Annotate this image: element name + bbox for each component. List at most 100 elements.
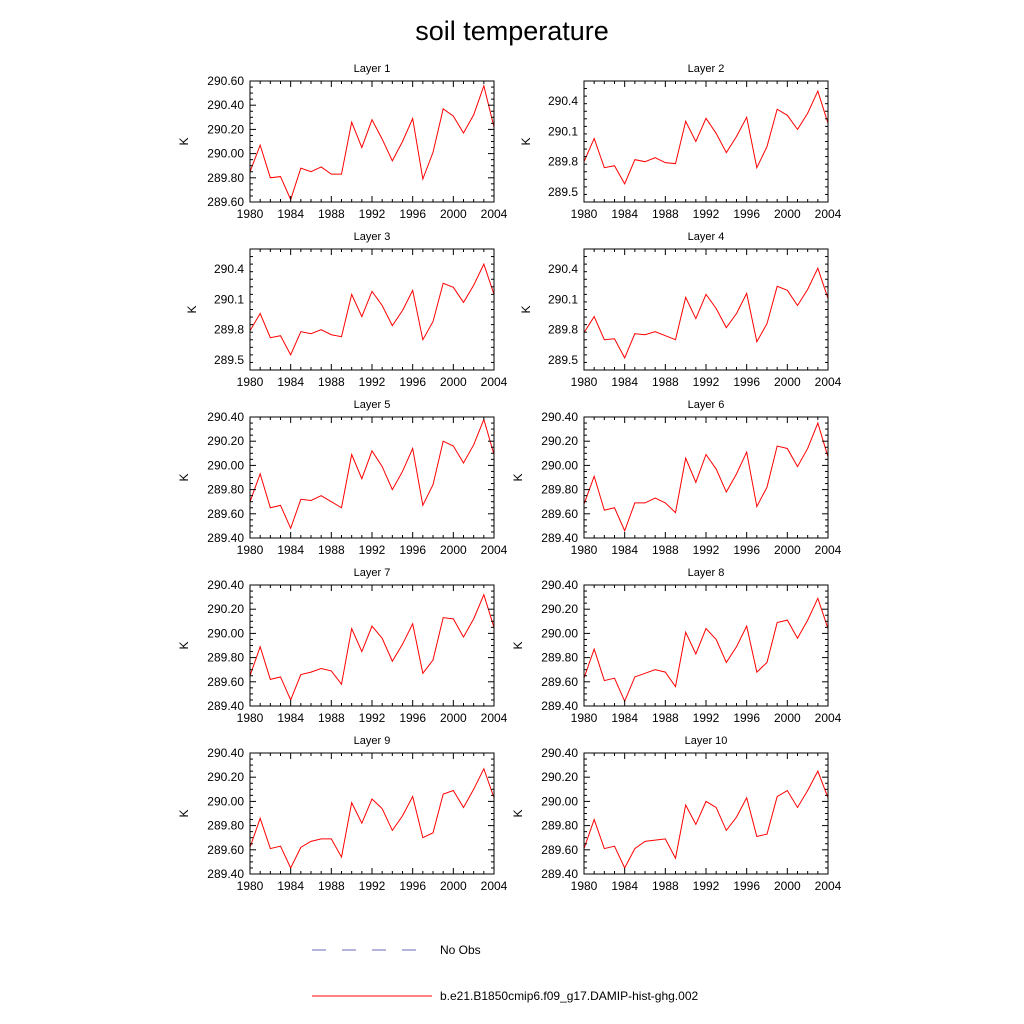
panel-title: Layer 6 [688, 399, 725, 411]
x-tick-label: 1988 [318, 711, 345, 725]
y-tick-label: 290.4 [548, 262, 578, 276]
panel-title: Layer 3 [354, 231, 391, 243]
series-line [250, 767, 494, 870]
y-tick-label: 289.60 [541, 675, 578, 689]
y-tick-label: 290.00 [207, 458, 244, 472]
x-tick-label: 1992 [359, 711, 386, 725]
x-tick-label: 2004 [815, 207, 842, 221]
y-tick-label: 290.40 [207, 578, 244, 592]
x-tick-label: 1980 [571, 879, 598, 893]
x-tick-label: 1984 [277, 375, 304, 389]
x-tick-label: 1984 [277, 879, 304, 893]
x-tick-label: 1980 [237, 543, 264, 557]
y-axis-label: K [519, 305, 533, 313]
x-tick-label: 2000 [774, 207, 801, 221]
y-tick-label: 290.00 [207, 794, 244, 808]
x-tick-label: 1984 [611, 207, 638, 221]
y-axis-label: K [511, 809, 525, 817]
panel-title: Layer 7 [354, 567, 391, 579]
x-tick-label: 1992 [359, 879, 386, 893]
panel-title: Layer 4 [688, 231, 725, 243]
y-axis-label: K [177, 641, 191, 649]
y-axis-label: K [177, 137, 191, 145]
series-line [584, 266, 828, 360]
y-tick-label: 290.40 [541, 578, 578, 592]
panel-layer-4: 1980 1984 1988 1992 1996 2000 2004 289.5 289.8 29… [519, 231, 842, 389]
x-tick-label: 1988 [318, 375, 345, 389]
x-tick-label: 1980 [237, 711, 264, 725]
x-tick-label: 1988 [652, 879, 679, 893]
x-tick-label: 1980 [237, 207, 264, 221]
x-tick-label: 2004 [481, 207, 508, 221]
x-tick-label: 1996 [399, 375, 426, 389]
y-tick-label: 289.80 [541, 483, 578, 497]
panel-layer-5: 1980 1984 1988 1992 1996 2000 2004 289.40 289.60… [177, 399, 508, 557]
x-tick-label: 2004 [481, 543, 508, 557]
x-tick-label: 1980 [571, 711, 598, 725]
y-tick-label: 289.40 [541, 531, 578, 545]
x-tick-label: 2000 [440, 207, 467, 221]
panel-layer-7: 1980 1984 1988 1992 1996 2000 2004 289.40 289.60… [177, 567, 508, 725]
y-tick-label: 289.80 [541, 651, 578, 665]
x-tick-label: 1988 [652, 543, 679, 557]
x-tick-label: 1992 [693, 207, 720, 221]
x-tick-label: 2000 [774, 375, 801, 389]
x-tick-label: 2004 [481, 711, 508, 725]
y-axis-label: K [177, 809, 191, 817]
x-tick-label: 1996 [733, 879, 760, 893]
panel-layer-2: 1980 1984 1988 1992 1996 2000 2004 289.5 289.8 29… [519, 63, 842, 221]
y-tick-label: 290.00 [207, 626, 244, 640]
panels: 1980 1984 1988 1992 1996 2000 2004 289.60 289.80… [177, 63, 842, 893]
y-tick-label: 290.00 [541, 626, 578, 640]
panel-layer-6: 1980 1984 1988 1992 1996 2000 2004 289.40 289.60… [511, 399, 842, 557]
x-tick-label: 1984 [611, 375, 638, 389]
panel-layer-3: 1980 1984 1988 1992 1996 2000 2004 289.5 289.8 29… [185, 231, 508, 389]
y-tick-label: 289.5 [548, 353, 578, 367]
x-tick-label: 2004 [815, 711, 842, 725]
y-tick-label: 290.20 [541, 434, 578, 448]
x-tick-label: 1992 [359, 207, 386, 221]
x-tick-label: 1996 [733, 711, 760, 725]
x-tick-label: 1992 [693, 375, 720, 389]
panel-title: Layer 5 [354, 399, 391, 411]
x-tick-label: 1996 [733, 207, 760, 221]
y-tick-label: 289.40 [207, 531, 244, 545]
y-tick-label: 289.60 [541, 843, 578, 857]
x-tick-label: 2004 [815, 879, 842, 893]
x-tick-label: 2004 [815, 543, 842, 557]
x-tick-label: 1996 [733, 543, 760, 557]
legend-label-no-obs: No Obs [440, 943, 481, 957]
y-tick-label: 289.40 [541, 699, 578, 713]
y-tick-label: 289.60 [207, 843, 244, 857]
panel-title: Layer 10 [685, 735, 728, 747]
y-axis-label: K [511, 641, 525, 649]
x-tick-label: 2004 [815, 375, 842, 389]
panel-layer-10: 1980 1984 1988 1992 1996 2000 2004 289.40 289.60… [511, 735, 842, 893]
x-tick-label: 1984 [277, 207, 304, 221]
series-line [584, 769, 828, 870]
legend-label-model: b.e21.B1850cmip6.f09_g17.DAMIP-hist-ghg.… [440, 989, 698, 1003]
y-tick-label: 289.40 [541, 867, 578, 881]
y-tick-label: 290.20 [541, 602, 578, 616]
x-tick-label: 2000 [440, 375, 467, 389]
y-tick-label: 289.60 [207, 507, 244, 521]
series-line [250, 417, 494, 530]
y-tick-label: 290.20 [207, 122, 244, 136]
panel-title: Layer 9 [354, 735, 391, 747]
y-tick-label: 289.60 [541, 507, 578, 521]
x-tick-label: 1980 [571, 543, 598, 557]
x-tick-label: 1996 [399, 879, 426, 893]
x-tick-label: 2000 [774, 543, 801, 557]
x-tick-label: 1984 [611, 711, 638, 725]
x-tick-label: 1992 [693, 543, 720, 557]
legend: No Obs b.e21.B1850cmip6.f09_g17.DAMIP-hi… [312, 943, 698, 1003]
y-tick-label: 289.60 [207, 675, 244, 689]
y-tick-label: 289.8 [548, 155, 578, 169]
y-tick-label: 289.5 [548, 185, 578, 199]
y-tick-label: 290.40 [207, 410, 244, 424]
y-tick-label: 289.80 [207, 171, 244, 185]
y-tick-label: 290.1 [548, 292, 578, 306]
x-tick-label: 1980 [571, 375, 598, 389]
